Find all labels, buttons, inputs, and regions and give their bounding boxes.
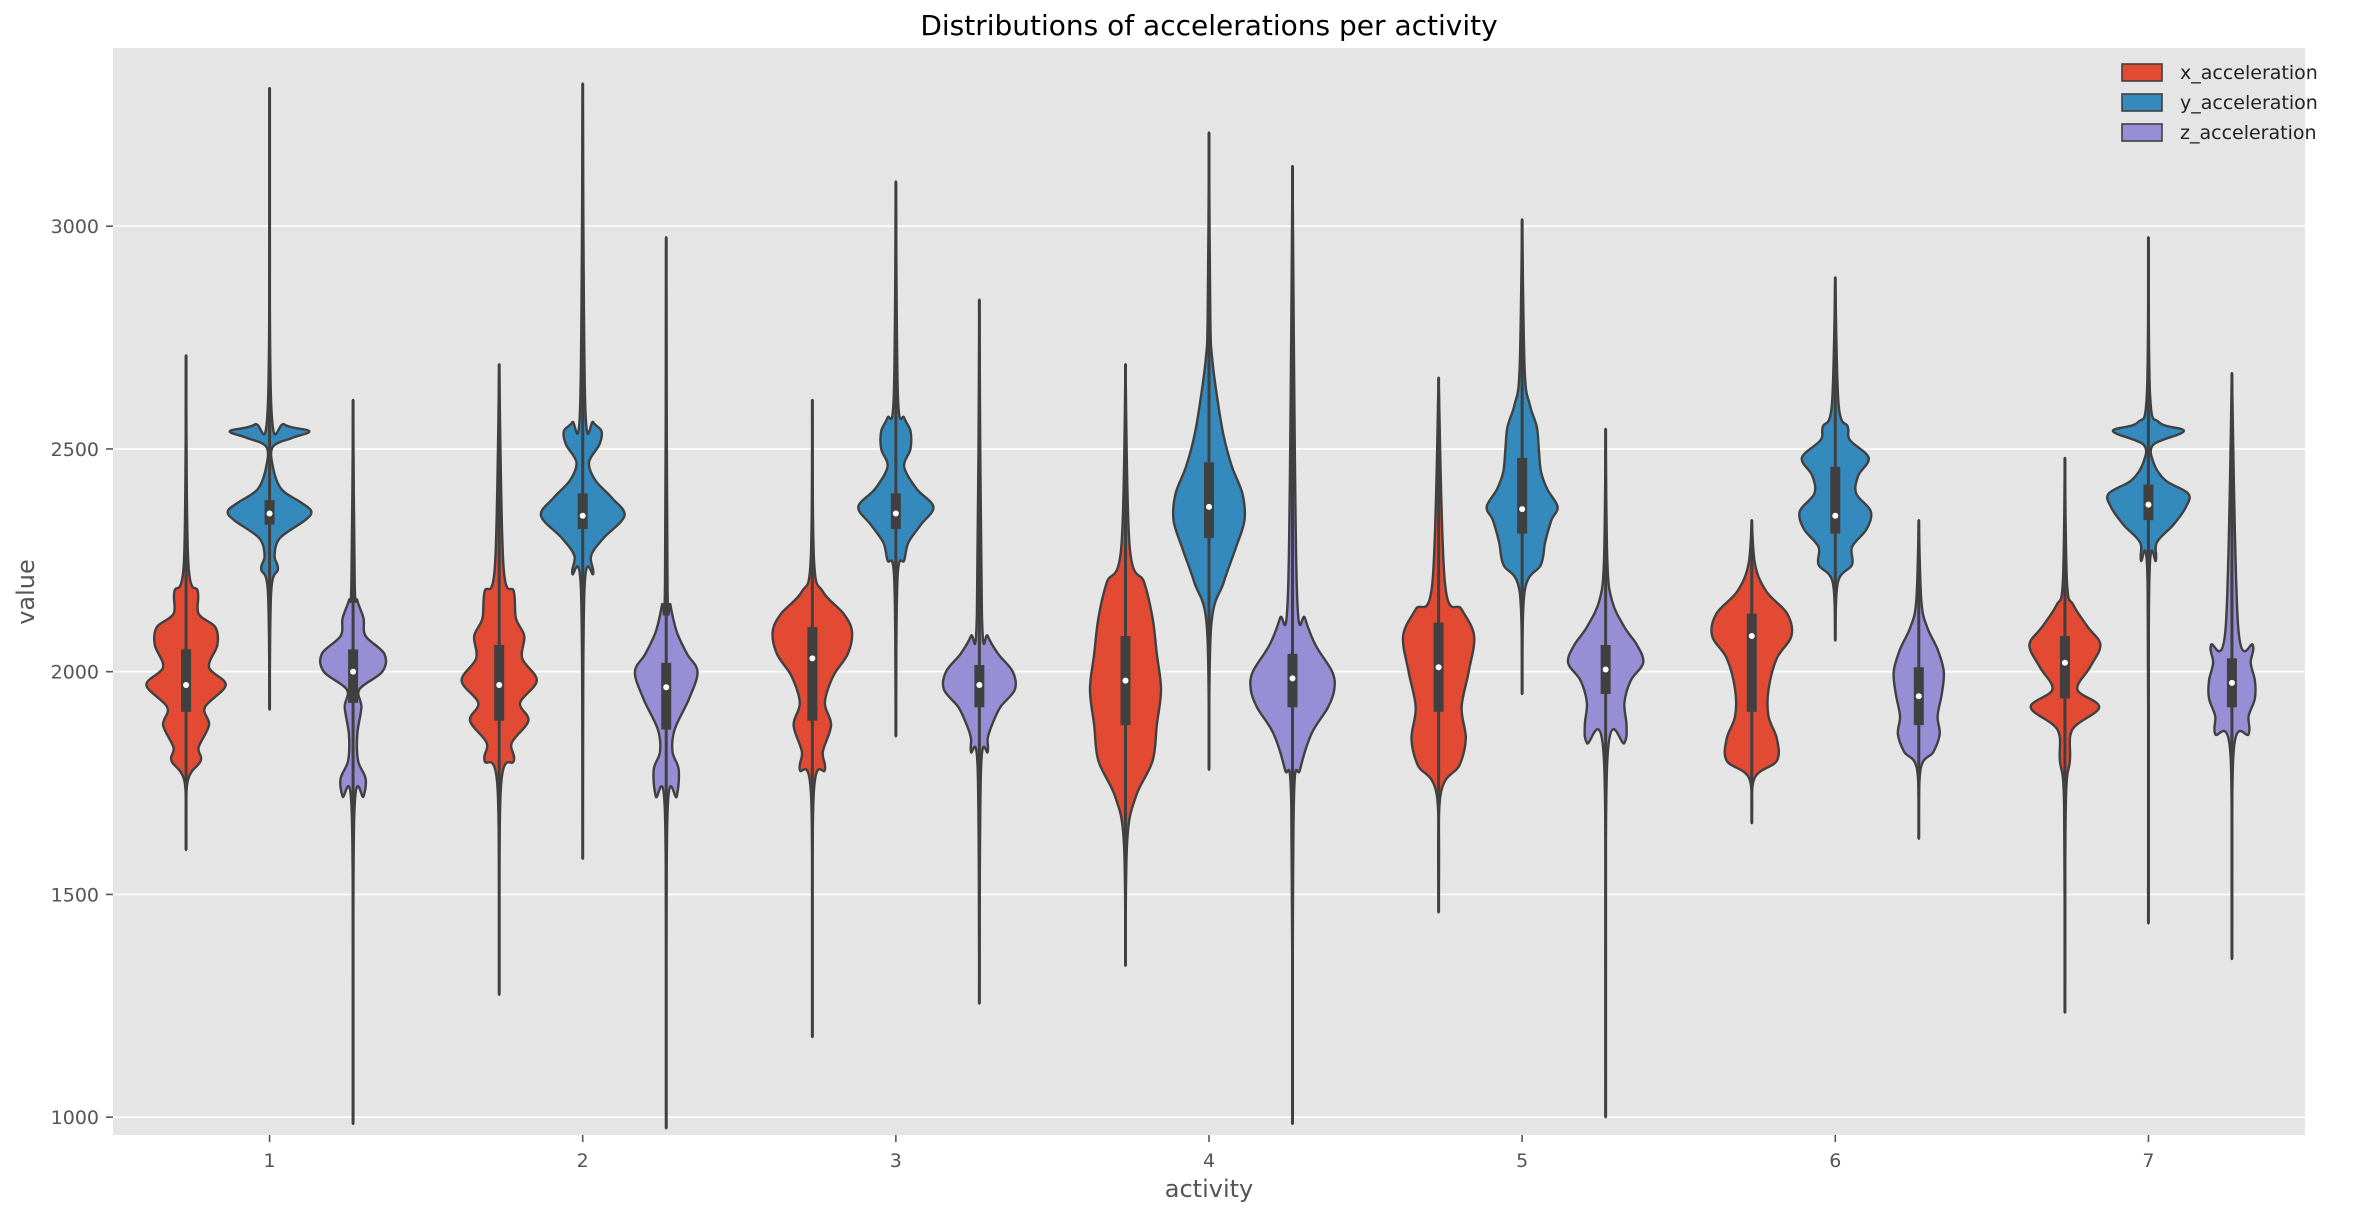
violin-iqr-y_acceleration-4 — [1204, 462, 1214, 539]
violin-median-y_acceleration-2 — [579, 512, 586, 519]
legend-label-x_acceleration: x_acceleration — [2180, 62, 2318, 84]
violin-z_acceleration-6 — [1892, 519, 1946, 840]
violin-y_acceleration-3 — [857, 180, 935, 738]
violin-iqr-x_acceleration-3 — [807, 627, 818, 721]
x-tick-label-3: 3 — [890, 1150, 902, 1172]
legend-swatch-y_acceleration — [2121, 93, 2163, 112]
violin-z_acceleration-1 — [318, 398, 388, 1126]
x-tick-label-2: 2 — [577, 1150, 589, 1172]
violin-median-y_acceleration-3 — [892, 510, 899, 517]
y-tick-label-2000: 2000 — [51, 662, 99, 684]
violin-iqr-x_acceleration-6 — [1746, 613, 1757, 712]
violin-median-x_acceleration-1 — [183, 682, 190, 689]
violin-median-z_acceleration-3 — [976, 682, 983, 689]
legend-swatch-z_acceleration — [2121, 123, 2163, 142]
x-tick-label-4: 4 — [1203, 1150, 1215, 1172]
violin-z_acceleration-5 — [1566, 427, 1645, 1119]
violin-median-x_acceleration-4 — [1122, 677, 1129, 684]
violin-median-z_acceleration-2 — [663, 684, 670, 691]
violin-median-z_acceleration-4 — [1289, 675, 1296, 682]
legend-swatch-x_acceleration — [2121, 63, 2163, 82]
violin-median-y_acceleration-5 — [1519, 506, 1526, 513]
violin-z_acceleration-7 — [2207, 372, 2257, 961]
y-tick-label-1000: 1000 — [51, 1107, 99, 1129]
violin-x_acceleration-1 — [145, 354, 227, 852]
legend-label-z_acceleration: z_acceleration — [2180, 122, 2317, 144]
violin-iqr-y_acceleration-2 — [577, 493, 588, 530]
violin-z_acceleration-3 — [941, 298, 1018, 1005]
violin-x_acceleration-2 — [460, 363, 538, 996]
violin-x_acceleration-5 — [1401, 376, 1476, 914]
y-axis: 1000 1500 2000 2500 3000 — [51, 216, 113, 1129]
y-tick-label-2500: 2500 — [51, 439, 99, 461]
violins — [145, 82, 2257, 1130]
y-tick-label-1500: 1500 — [51, 884, 99, 906]
violin-y_acceleration-5 — [1485, 218, 1559, 696]
violin-median-z_acceleration-5 — [1602, 666, 1609, 673]
violin-median-x_acceleration-2 — [496, 682, 503, 689]
violin-y_acceleration-4 — [1171, 131, 1247, 771]
violin-y_acceleration-1 — [226, 86, 313, 711]
violin-z_acceleration-4 — [1249, 164, 1336, 1126]
violin-median-y_acceleration-6 — [1832, 512, 1839, 519]
violin-median-z_acceleration-6 — [1915, 693, 1922, 700]
violin-x_acceleration-7 — [2028, 456, 2102, 1014]
violin-median-x_acceleration-7 — [2061, 659, 2068, 666]
y-tick-label-3000: 3000 — [51, 216, 99, 238]
chart-title: Distributions of accelerations per activ… — [920, 9, 1497, 42]
x-axis: 1 2 3 4 5 6 7 — [264, 1135, 2154, 1172]
x-tick-label-7: 7 — [2142, 1150, 2154, 1172]
violin-iqr-y_acceleration-5 — [1517, 457, 1528, 534]
violin-median-x_acceleration-6 — [1748, 633, 1755, 640]
legend: x_acceleration y_acceleration z_accelerati… — [2121, 62, 2318, 144]
violin-y_acceleration-7 — [2106, 236, 2191, 925]
legend-label-y_acceleration: y_acceleration — [2180, 92, 2318, 114]
violin-y_acceleration-2 — [539, 82, 626, 860]
violin-median-y_acceleration-1 — [266, 510, 273, 517]
x-tick-label-6: 6 — [1829, 1150, 1841, 1172]
violin-median-x_acceleration-3 — [809, 655, 816, 662]
violin-iqr-z_acceleration-2 — [661, 662, 672, 730]
violin-x_acceleration-3 — [771, 398, 854, 1039]
y-axis-label: value — [12, 559, 40, 625]
violin-iqr-z_acceleration-1 — [348, 649, 359, 703]
x-tick-label-1: 1 — [264, 1150, 276, 1172]
violin-x_acceleration-4 — [1088, 363, 1163, 967]
violin-y_acceleration-6 — [1798, 276, 1873, 642]
violin-median-y_acceleration-4 — [1206, 503, 1212, 510]
violin-iqr-y_acceleration-6 — [1830, 466, 1841, 534]
violin-x_acceleration-6 — [1710, 519, 1794, 825]
violin-iqr-x_acceleration-1 — [181, 649, 192, 712]
violin-median-y_acceleration-7 — [2145, 501, 2152, 508]
violin-median-x_acceleration-5 — [1435, 664, 1442, 671]
x-tick-label-5: 5 — [1516, 1150, 1528, 1172]
violin-median-z_acceleration-7 — [2228, 679, 2235, 686]
violin-z_acceleration-2 — [633, 236, 699, 1130]
x-axis-label: activity — [1165, 1175, 1253, 1203]
violin-iqr-x_acceleration-7 — [2059, 636, 2070, 699]
violin-median-z_acceleration-1 — [350, 668, 357, 675]
